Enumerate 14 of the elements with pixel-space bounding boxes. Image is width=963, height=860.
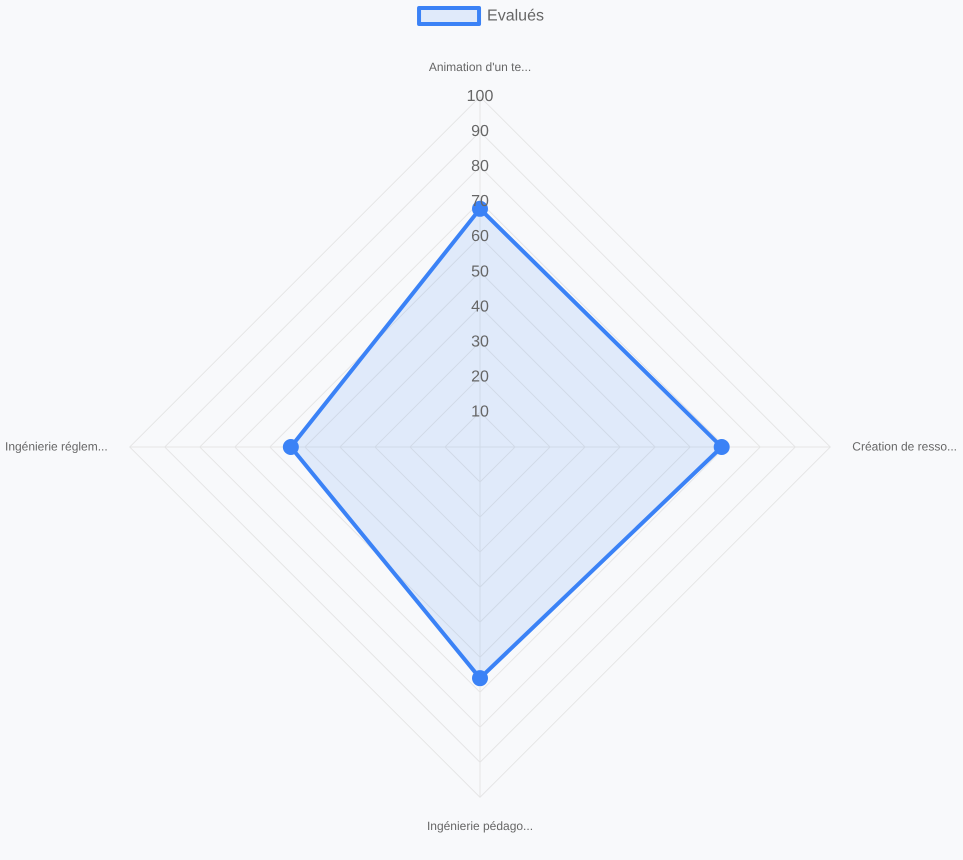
legend-label: Evalués <box>487 7 544 24</box>
y-tick-label: 40 <box>471 298 489 316</box>
y-tick-label: 60 <box>471 228 489 246</box>
y-tick-label: 90 <box>471 123 489 140</box>
y-tick-label: 100 <box>466 88 494 106</box>
spoke-label: Création de resso... <box>852 439 957 454</box>
spoke-label: Ingénierie pédago... <box>426 818 534 833</box>
y-tick-label: 20 <box>471 368 489 386</box>
spoke-label: Ingénierie réglem... <box>4 439 108 454</box>
y-tick-label: 80 <box>471 158 489 176</box>
y-tick-label: 30 <box>471 333 489 350</box>
spoke-label: Animation d'un te... <box>428 60 532 74</box>
y-tick-label: 10 <box>471 403 489 420</box>
y-tick-label: 50 <box>471 263 489 280</box>
